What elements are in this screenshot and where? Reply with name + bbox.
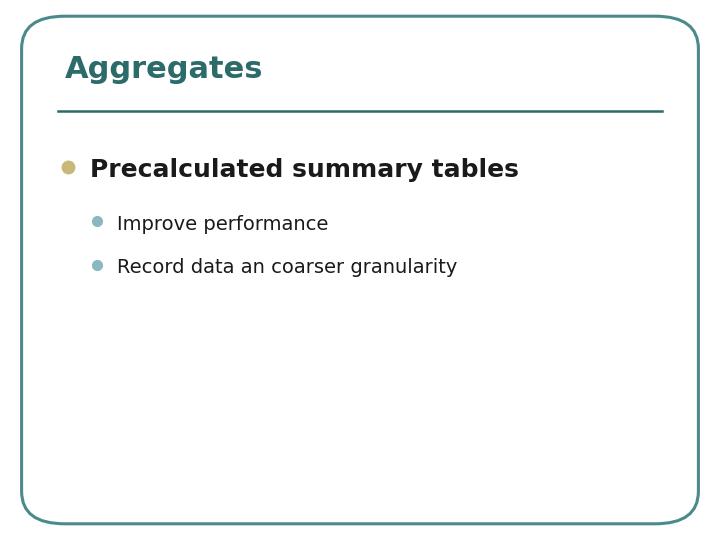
- Text: Precalculated summary tables: Precalculated summary tables: [90, 158, 519, 182]
- Text: Aggregates: Aggregates: [65, 55, 264, 84]
- FancyBboxPatch shape: [22, 16, 698, 524]
- Text: Improve performance: Improve performance: [117, 214, 328, 234]
- Text: Record data an coarser granularity: Record data an coarser granularity: [117, 258, 457, 277]
